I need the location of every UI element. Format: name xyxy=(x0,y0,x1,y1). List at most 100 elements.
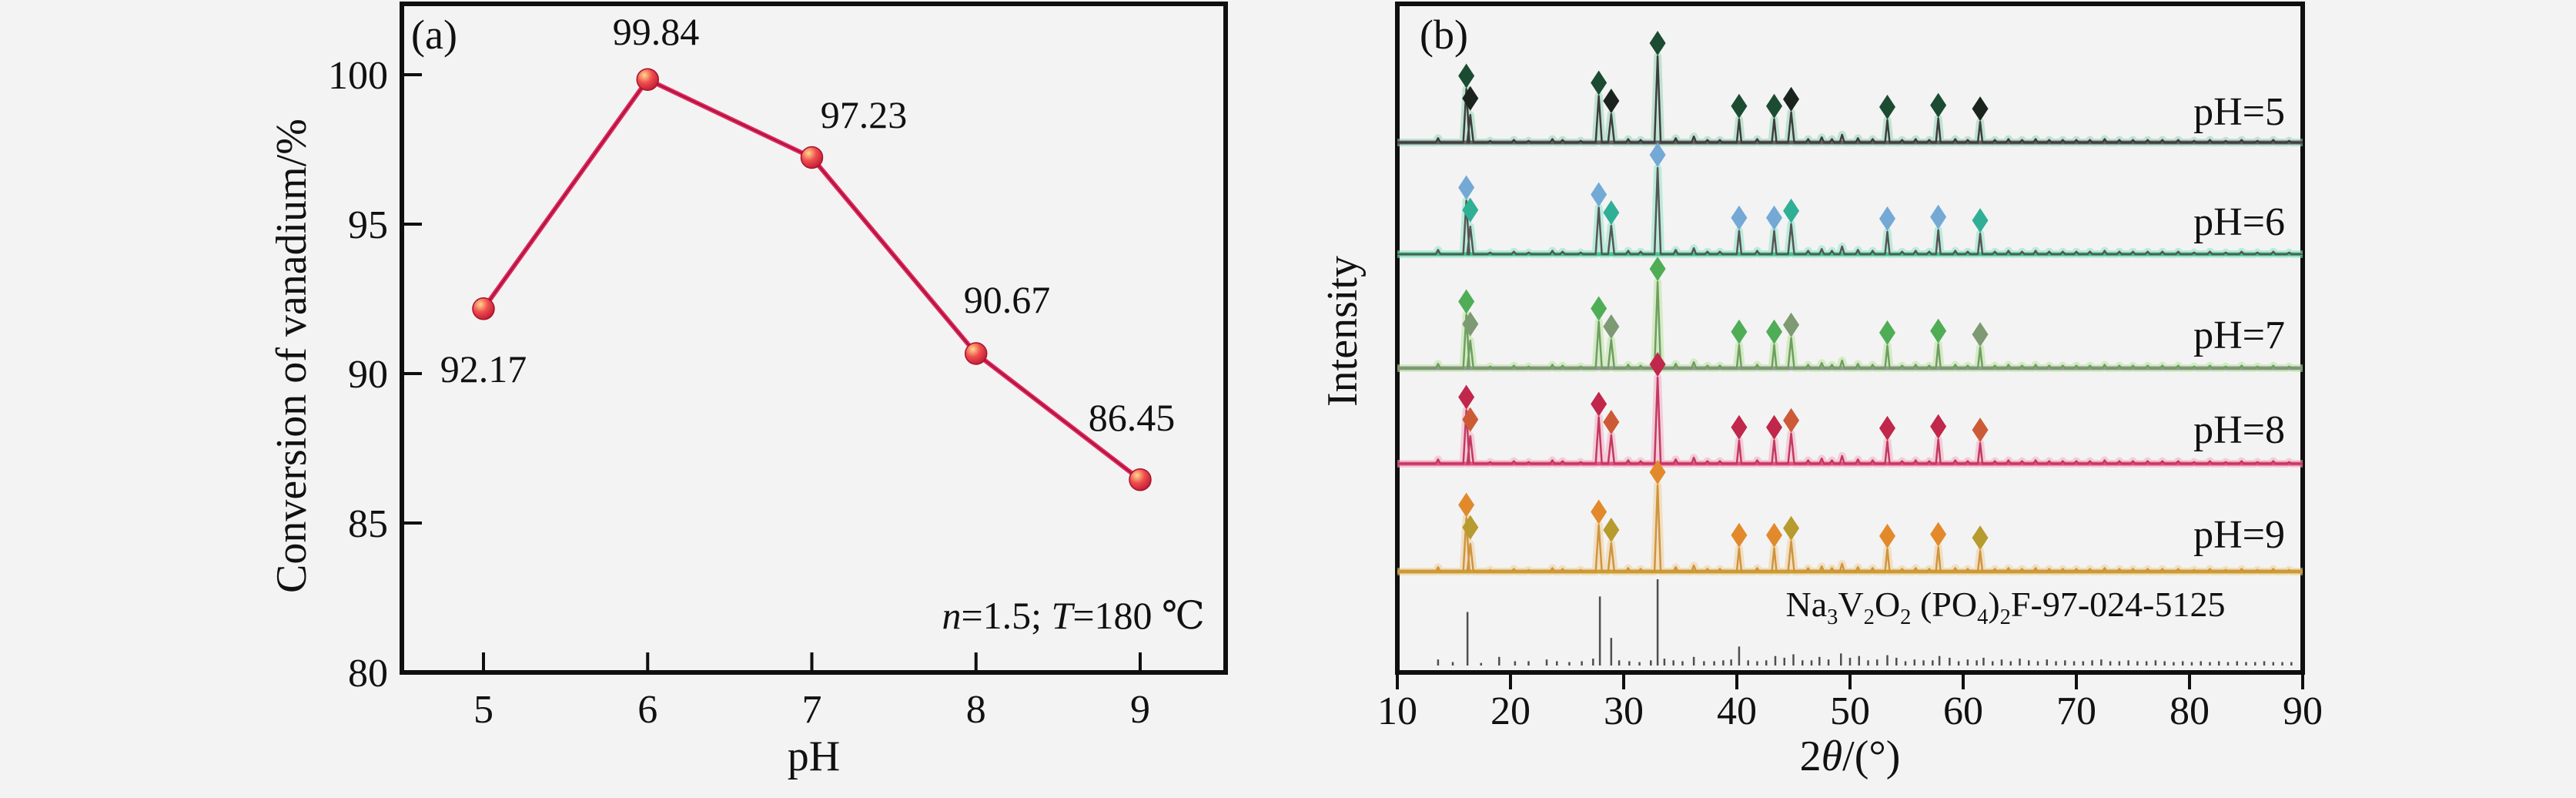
label-segment: F-97-024-5125 xyxy=(2010,585,2226,624)
panel-a-y-axis-title: Conversion of vanadium/% xyxy=(268,119,316,593)
panel-a-frame xyxy=(400,2,1228,675)
label-segment: n xyxy=(942,594,962,637)
phase-marker-diamond xyxy=(1462,311,1479,337)
phase-marker-diamond xyxy=(1603,518,1620,543)
xrd-trace-ph8 xyxy=(1397,352,2303,468)
phase-marker-diamond xyxy=(1462,515,1479,540)
label-segment: 2 xyxy=(1999,605,2011,630)
trace-glow xyxy=(1397,278,2303,372)
label-segment: =180 ℃ xyxy=(1072,594,1205,637)
data-point-label: 90.67 xyxy=(963,278,1051,321)
phase-marker-diamond xyxy=(1766,319,1783,344)
phase-marker-diamond xyxy=(1972,322,1989,347)
phase-marker-diamond xyxy=(1649,460,1666,484)
phase-marker-diamond xyxy=(1930,318,1947,344)
phase-marker-diamond xyxy=(1972,96,1989,122)
panel-b-y-axis-title: Intensity xyxy=(1319,256,1367,407)
data-point-marker xyxy=(800,146,824,169)
label-segment: Na xyxy=(1785,585,1828,624)
trace-peaks xyxy=(1397,166,2303,256)
panel-a-x-axis-title: pH xyxy=(787,733,841,780)
phase-marker-diamond xyxy=(1591,391,1607,417)
label-segment: ) xyxy=(1988,585,2000,624)
series-label-ph8: pH=8 xyxy=(2193,408,2285,452)
phase-marker-diamond xyxy=(1879,320,1896,345)
phase-marker-diamond xyxy=(1458,63,1475,89)
data-point-label: 97.23 xyxy=(820,93,908,136)
phase-marker-diamond xyxy=(1731,319,1748,344)
x-axis-tick-label: 10 xyxy=(1377,689,1417,733)
trace-glow xyxy=(1397,164,2303,258)
x-axis-tick-label: 5 xyxy=(473,688,493,732)
phase-marker-diamond xyxy=(1879,415,1896,441)
data-point-label: 86.45 xyxy=(1088,396,1176,439)
phase-marker-diamond xyxy=(1972,525,1989,551)
label-segment: V xyxy=(1838,585,1864,624)
x-axis-tick-label: 8 xyxy=(966,688,986,732)
phase-marker-diamond xyxy=(1462,197,1479,223)
x-axis-tick-label: 30 xyxy=(1604,689,1644,733)
phase-marker-diamond xyxy=(1879,94,1896,119)
reference-pattern xyxy=(1437,579,2293,666)
label-segment: =1.5; xyxy=(961,594,1052,637)
panel-a-annotation: n=1.5; T=180 ℃ xyxy=(942,595,1205,637)
phase-marker-diamond xyxy=(1591,70,1607,96)
phase-marker-diamond xyxy=(1731,93,1748,119)
phase-marker-diamond xyxy=(1731,522,1748,548)
series-label-ph7: pH=7 xyxy=(2193,314,2285,357)
phase-marker-diamond xyxy=(1649,142,1666,167)
phase-marker-diamond xyxy=(1649,31,1666,55)
label-segment: 4 xyxy=(1977,605,1989,630)
phase-marker-diamond xyxy=(1972,417,1989,443)
phase-marker-diamond xyxy=(1930,521,1947,547)
label-segment: /(°) xyxy=(1842,733,1901,780)
label-segment: T xyxy=(1051,594,1073,637)
label-segment: θ xyxy=(1821,733,1843,780)
phase-marker-diamond xyxy=(1649,352,1666,377)
phase-marker-diamond xyxy=(1731,414,1748,440)
phase-marker-diamond xyxy=(1783,515,1800,541)
data-point-marker xyxy=(636,68,659,91)
series-label-ph6: pH=6 xyxy=(2193,200,2285,244)
y-axis-tick-label: 80 xyxy=(348,652,388,696)
series-label-ph5: pH=5 xyxy=(2193,90,2285,134)
reference-pattern-label: Na3V2O2 (PO4)2F-97-024-5125 xyxy=(1785,585,2226,629)
x-axis-tick-label: 7 xyxy=(802,688,822,732)
label-segment: 2 xyxy=(1799,733,1822,780)
series-label-ph9: pH=9 xyxy=(2193,513,2285,557)
label-segment: 3 xyxy=(1827,605,1838,630)
phase-marker-diamond xyxy=(1458,175,1475,200)
x-axis-tick-label: 9 xyxy=(1130,688,1150,732)
x-axis-tick-label: 90 xyxy=(2283,689,2323,733)
phase-marker-diamond xyxy=(1930,204,1947,230)
data-point-label: 92.17 xyxy=(440,347,527,391)
x-axis-tick-label: 70 xyxy=(2056,689,2096,733)
trace-glow xyxy=(1397,374,2303,468)
x-axis-tick-label: 50 xyxy=(1830,689,1870,733)
x-axis-tick-label: 6 xyxy=(637,688,657,732)
data-point-marker xyxy=(472,297,495,320)
trace-peaks xyxy=(1397,376,2303,465)
panel-a: 80 85 90 95 100 5 6 7 8 9 xyxy=(328,2,1228,732)
panel-b: 10 20 30 40 50 60 70 80 90 xyxy=(1377,2,2323,733)
xrd-trace-ph5 xyxy=(1397,31,2303,146)
phase-marker-diamond xyxy=(1591,296,1607,321)
y-axis-tick-label: 95 xyxy=(348,203,388,247)
xrd-trace-ph9 xyxy=(1397,460,2303,575)
phase-marker-diamond xyxy=(1603,89,1620,114)
phase-marker-diamond xyxy=(1879,523,1896,548)
data-point-label: 99.84 xyxy=(612,10,700,53)
xrd-trace-ph6 xyxy=(1397,142,2303,258)
phase-marker-diamond xyxy=(1783,86,1800,112)
phase-marker-diamond xyxy=(1930,92,1947,118)
y-axis-tick-label: 100 xyxy=(328,54,388,98)
x-axis-tick-label: 80 xyxy=(2170,689,2210,733)
phase-marker-diamond xyxy=(1649,256,1666,281)
data-point-marker xyxy=(1129,468,1152,491)
trace-peaks xyxy=(1397,484,2303,573)
phase-marker-diamond xyxy=(1603,410,1620,435)
phase-marker-diamond xyxy=(1462,86,1479,111)
data-point-marker xyxy=(965,342,988,365)
trace-glow xyxy=(1397,52,2303,146)
